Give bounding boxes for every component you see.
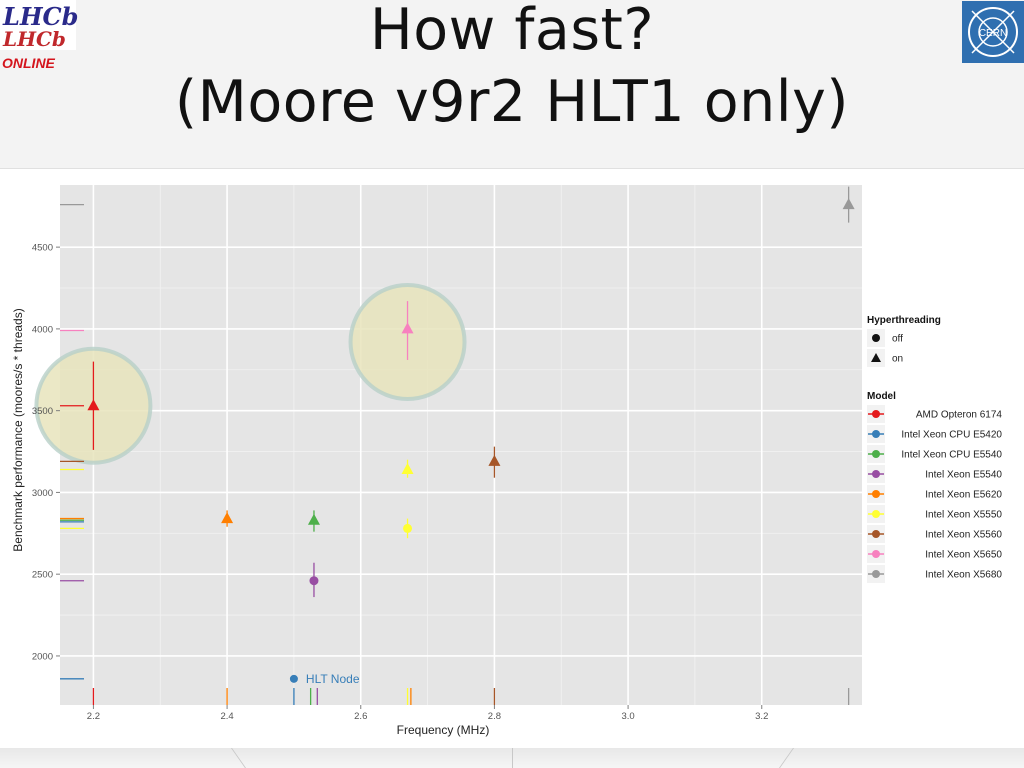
y-tick-label: 3000 <box>32 488 53 499</box>
legend-model-title: Model <box>867 391 896 402</box>
legend-dot <box>872 430 880 438</box>
hlt-node-label: HLT Node <box>306 672 360 686</box>
data-point-triangle <box>488 454 501 466</box>
legend-triangle <box>871 353 881 362</box>
data-point-triangle <box>401 463 414 475</box>
data-points <box>87 186 855 683</box>
legend-dot <box>872 530 880 538</box>
legend-model-label: Intel Xeon CPU E5540 <box>901 450 1002 461</box>
legend-dot <box>872 550 880 558</box>
title-line-2: (Moore v9r2 HLT1 only) <box>174 69 850 135</box>
legend-model-label: Intel Xeon X5650 <box>925 550 1002 561</box>
legend: Hyperthreading off on Model AMD Opteron 6174… <box>867 315 1002 583</box>
legend-model-label: Intel Xeon X5560 <box>925 530 1002 541</box>
svg-text:CERN: CERN <box>979 28 1007 39</box>
data-point-circle <box>403 523 413 533</box>
y-tick-label: 4000 <box>32 324 53 335</box>
legend-shape-label: on <box>892 354 903 365</box>
legend-dot <box>872 570 880 578</box>
axis-tick-labels: 2.2 2.4 2.6 2.8 3.0 3.2 2000 2500 3000 3500 4000 45… <box>32 243 769 722</box>
svg-text:LHCb: LHCb <box>2 2 78 31</box>
svg-text:LHCb: LHCb <box>2 27 66 51</box>
title-line-1: How fast? <box>369 0 655 63</box>
hlt-node-dot <box>289 674 298 683</box>
data-point-triangle <box>842 198 855 210</box>
x-tick-label: 3.0 <box>621 711 634 722</box>
lhcb-online-logo: LHCb LHCb ONLINE <box>0 0 80 72</box>
data-point-triangle <box>307 513 320 525</box>
y-tick-label: 4500 <box>32 243 53 254</box>
legend-shape-label: off <box>892 334 903 345</box>
data-point-triangle <box>87 399 100 411</box>
x-tick-label: 2.4 <box>220 711 233 722</box>
legend-dot <box>872 490 880 498</box>
y-tick-label: 2500 <box>32 570 53 581</box>
legend-dot <box>872 450 880 458</box>
slide-footer <box>0 748 1024 768</box>
benchmark-chart: 2.2 2.4 2.6 2.8 3.0 3.2 2000 2500 3000 3500 4000 45… <box>11 185 1002 737</box>
legend-circle <box>872 334 880 342</box>
data-point-circle <box>309 576 319 586</box>
svg-text:ONLINE: ONLINE <box>2 55 56 71</box>
y-tick-label: 2000 <box>32 651 53 662</box>
data-point-triangle <box>221 512 234 524</box>
legend-dot <box>872 510 880 518</box>
data-point-triangle <box>401 322 414 334</box>
legend-hyperthreading-title: Hyperthreading <box>867 315 941 326</box>
x-axis-label: Frequency (MHz) <box>397 723 490 737</box>
legend-dot <box>872 470 880 478</box>
slide-title: How fast? (Moore v9r2 HLT1 only) <box>0 0 1024 138</box>
x-tick-label: 2.6 <box>354 711 367 722</box>
cern-logo: CERN <box>962 1 1024 63</box>
legend-dot <box>872 410 880 418</box>
plot-panel <box>60 185 862 705</box>
x-tick-label: 2.2 <box>87 711 100 722</box>
legend-model-label: Intel Xeon E5540 <box>925 470 1002 481</box>
legend-model-label: Intel Xeon X5680 <box>925 570 1002 581</box>
slide-header: LHCb LHCb ONLINE How fast? (Moore v9r2 H… <box>0 0 1024 169</box>
rug-marks <box>60 203 850 705</box>
x-tick-label: 2.8 <box>488 711 501 722</box>
legend-model-label: AMD Opteron 6174 <box>916 410 1003 421</box>
y-tick-label: 3500 <box>32 406 53 417</box>
legend-model-label: Intel Xeon E5620 <box>925 490 1002 501</box>
y-axis-label: Benchmark performance (moores/s * thread… <box>11 308 25 551</box>
legend-model-label: Intel Xeon CPU E5420 <box>901 430 1002 441</box>
legend-model-label: Intel Xeon X5550 <box>925 510 1002 521</box>
x-tick-label: 3.2 <box>755 711 768 722</box>
